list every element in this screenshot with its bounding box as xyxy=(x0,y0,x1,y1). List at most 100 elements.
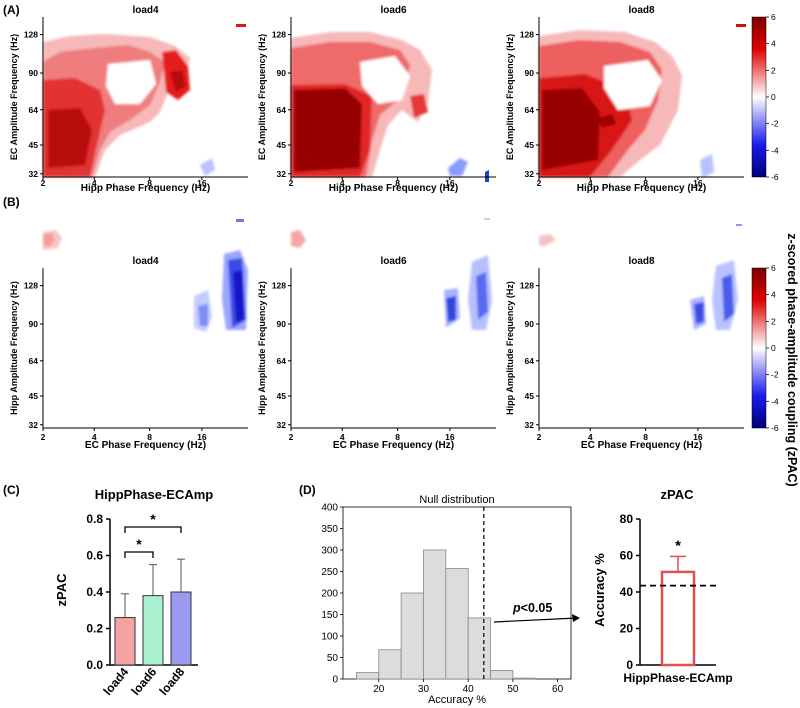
d1-y-tick-label: 250 xyxy=(321,567,338,578)
colorbar-tick-label: -6 xyxy=(771,172,779,182)
panel-c-label: (C) xyxy=(3,483,20,497)
hm-x-tick-label: 2 xyxy=(41,432,46,442)
chart-d1: 20 30 40 50 60 0 50 100 150 200 250 300 350 400 xyxy=(321,503,572,695)
hm-x-tick-label: 16 xyxy=(445,432,455,442)
c-y-tick-label: 0.0 xyxy=(86,658,103,672)
d1-bin xyxy=(400,592,424,680)
colorbar-tick-label: 4 xyxy=(771,290,776,300)
d1-x-tick-label: 50 xyxy=(507,684,519,695)
c-x-tick-label: load8 xyxy=(156,665,187,698)
hm-ylabel: Hipp Amplitude Frequency (Hz) xyxy=(257,281,267,415)
chart-d1-xlabel: Accuracy % xyxy=(428,694,486,706)
colorbar-tick-label: 4 xyxy=(771,39,776,49)
hm-xlabel: Hipp Phase Frequency (Hz) xyxy=(81,183,210,194)
hm-y-tick-label: 45 xyxy=(525,140,535,150)
chart-d2-title: zPAC xyxy=(661,487,695,502)
hm-ylabel: Hipp Amplitude Frequency (Hz) xyxy=(505,281,515,415)
d1-y-tick-label: 200 xyxy=(321,589,338,600)
hm-x-tick-label: 16 xyxy=(197,432,207,442)
chart-c-ylabel: zPAC xyxy=(54,573,69,607)
panel-a-label: (A) xyxy=(3,3,20,17)
hm-y-tick-label: 45 xyxy=(525,391,535,401)
hm-y-tick-label: 45 xyxy=(277,140,287,150)
d1-bin xyxy=(490,670,514,680)
hm-y-tick-label: 128 xyxy=(520,30,534,40)
d1-bin xyxy=(445,568,469,680)
heatmap-b-load8 xyxy=(539,224,742,330)
hm-title: load6 xyxy=(380,5,407,16)
d2-y-tick-label: 80 xyxy=(620,512,634,526)
d1-bin xyxy=(467,617,491,680)
d2-y-tick-label: 20 xyxy=(620,622,634,636)
colorbar-tick-label: 6 xyxy=(771,12,776,22)
heatmap-a-load4 xyxy=(43,17,248,177)
hm-x-tick-label: 2 xyxy=(289,178,294,188)
heatmap-a-load6 xyxy=(291,17,496,182)
hm-x-tick-label: 16 xyxy=(445,178,455,188)
c-bar xyxy=(170,591,192,666)
hm-x-tick-label: 4 xyxy=(92,432,97,442)
hm-x-tick-label: 4 xyxy=(92,178,97,188)
hm-y-tick-label: 45 xyxy=(29,391,39,401)
hm-y-tick-label: 64 xyxy=(29,105,39,115)
d1-y-tick-label: 150 xyxy=(321,610,338,621)
hm-x-tick-label: 8 xyxy=(395,432,400,442)
hm-x-tick-label: 2 xyxy=(289,432,294,442)
hm-title: load4 xyxy=(132,256,159,267)
hm-y-tick-label: 90 xyxy=(277,319,287,329)
d1-x-tick-label: 20 xyxy=(373,684,385,695)
panel-b-label: (B) xyxy=(3,195,20,209)
heatmap-b-load6 xyxy=(291,218,492,330)
hm-y-tick-label: 90 xyxy=(277,68,287,78)
hm-title: load8 xyxy=(628,256,655,267)
hm-y-tick-label: 32 xyxy=(277,420,287,430)
d2-sig-star: * xyxy=(675,537,681,554)
chart-d2-ylabel: Accuracy % xyxy=(592,553,607,627)
d1-bin xyxy=(378,649,402,680)
d2-y-tick-label: 0 xyxy=(626,658,633,672)
hm-y-tick-label: 64 xyxy=(277,356,287,366)
c-y-tick-label: 0.6 xyxy=(86,549,103,563)
d1-x-tick-label: 40 xyxy=(463,684,475,695)
d2-bar xyxy=(660,570,696,667)
colorbar-tick-label: -4 xyxy=(771,396,779,406)
c-sig-bracket xyxy=(124,526,182,533)
c-bar xyxy=(142,595,164,666)
colorbar-tick-label: -6 xyxy=(771,423,779,433)
d1-y-tick-label: 0 xyxy=(332,675,338,686)
hm-y-tick-label: 90 xyxy=(29,319,39,329)
hm-y-tick-label: 32 xyxy=(277,169,287,179)
d1-x-tick-label: 30 xyxy=(418,684,430,695)
c-y-tick-label: 0.4 xyxy=(86,585,103,599)
hm-y-tick-label: 45 xyxy=(29,140,39,150)
chart-d1-title: Null distribution xyxy=(419,494,494,506)
heatmap-b-load4 xyxy=(43,219,248,332)
hm-y-tick-label: 32 xyxy=(29,420,39,430)
hm-y-tick-label: 32 xyxy=(525,169,535,179)
hm-y-tick-label: 90 xyxy=(29,68,39,78)
c-y-tick-label: 0.2 xyxy=(86,622,103,636)
hm-x-tick-label: 8 xyxy=(643,432,648,442)
d2-x-tick-label: HippPhase-ECAmp xyxy=(623,671,732,685)
colorbar: 6 4 2 0 -2 -4 -6 6 4 2 0 -2 -4 -6 z-scored phase-ampl… xyxy=(751,12,799,487)
d1-y-tick-label: 400 xyxy=(321,503,338,514)
d1-bin xyxy=(423,549,447,680)
hm-x-tick-label: 8 xyxy=(147,432,152,442)
hm-xlabel: Hipp Phase Frequency (Hz) xyxy=(329,183,458,194)
heatmap-a-load8 xyxy=(539,17,746,178)
hm-y-tick-label: 128 xyxy=(272,281,286,291)
chart-c-title: HippPhase-ECAmp xyxy=(95,487,214,502)
c-sig-star: * xyxy=(150,511,156,527)
colorbar-tick-label: -2 xyxy=(771,370,779,380)
colorbar-tick-label: -2 xyxy=(771,119,779,129)
hm-ylabel: EC Amplitude Frequency (Hz) xyxy=(257,34,267,160)
hm-y-tick-label: 32 xyxy=(29,169,39,179)
hm-xlabel: EC Phase Frequency (Hz) xyxy=(581,440,702,451)
p-value-label: p<0.05 xyxy=(512,601,552,615)
hm-x-tick-label: 16 xyxy=(693,432,703,442)
hm-ylabel: Hipp Amplitude Frequency (Hz) xyxy=(9,281,19,415)
hm-title: load6 xyxy=(380,256,407,267)
colorbar-tick-label: 2 xyxy=(771,316,776,326)
hm-x-tick-label: 2 xyxy=(41,178,46,188)
